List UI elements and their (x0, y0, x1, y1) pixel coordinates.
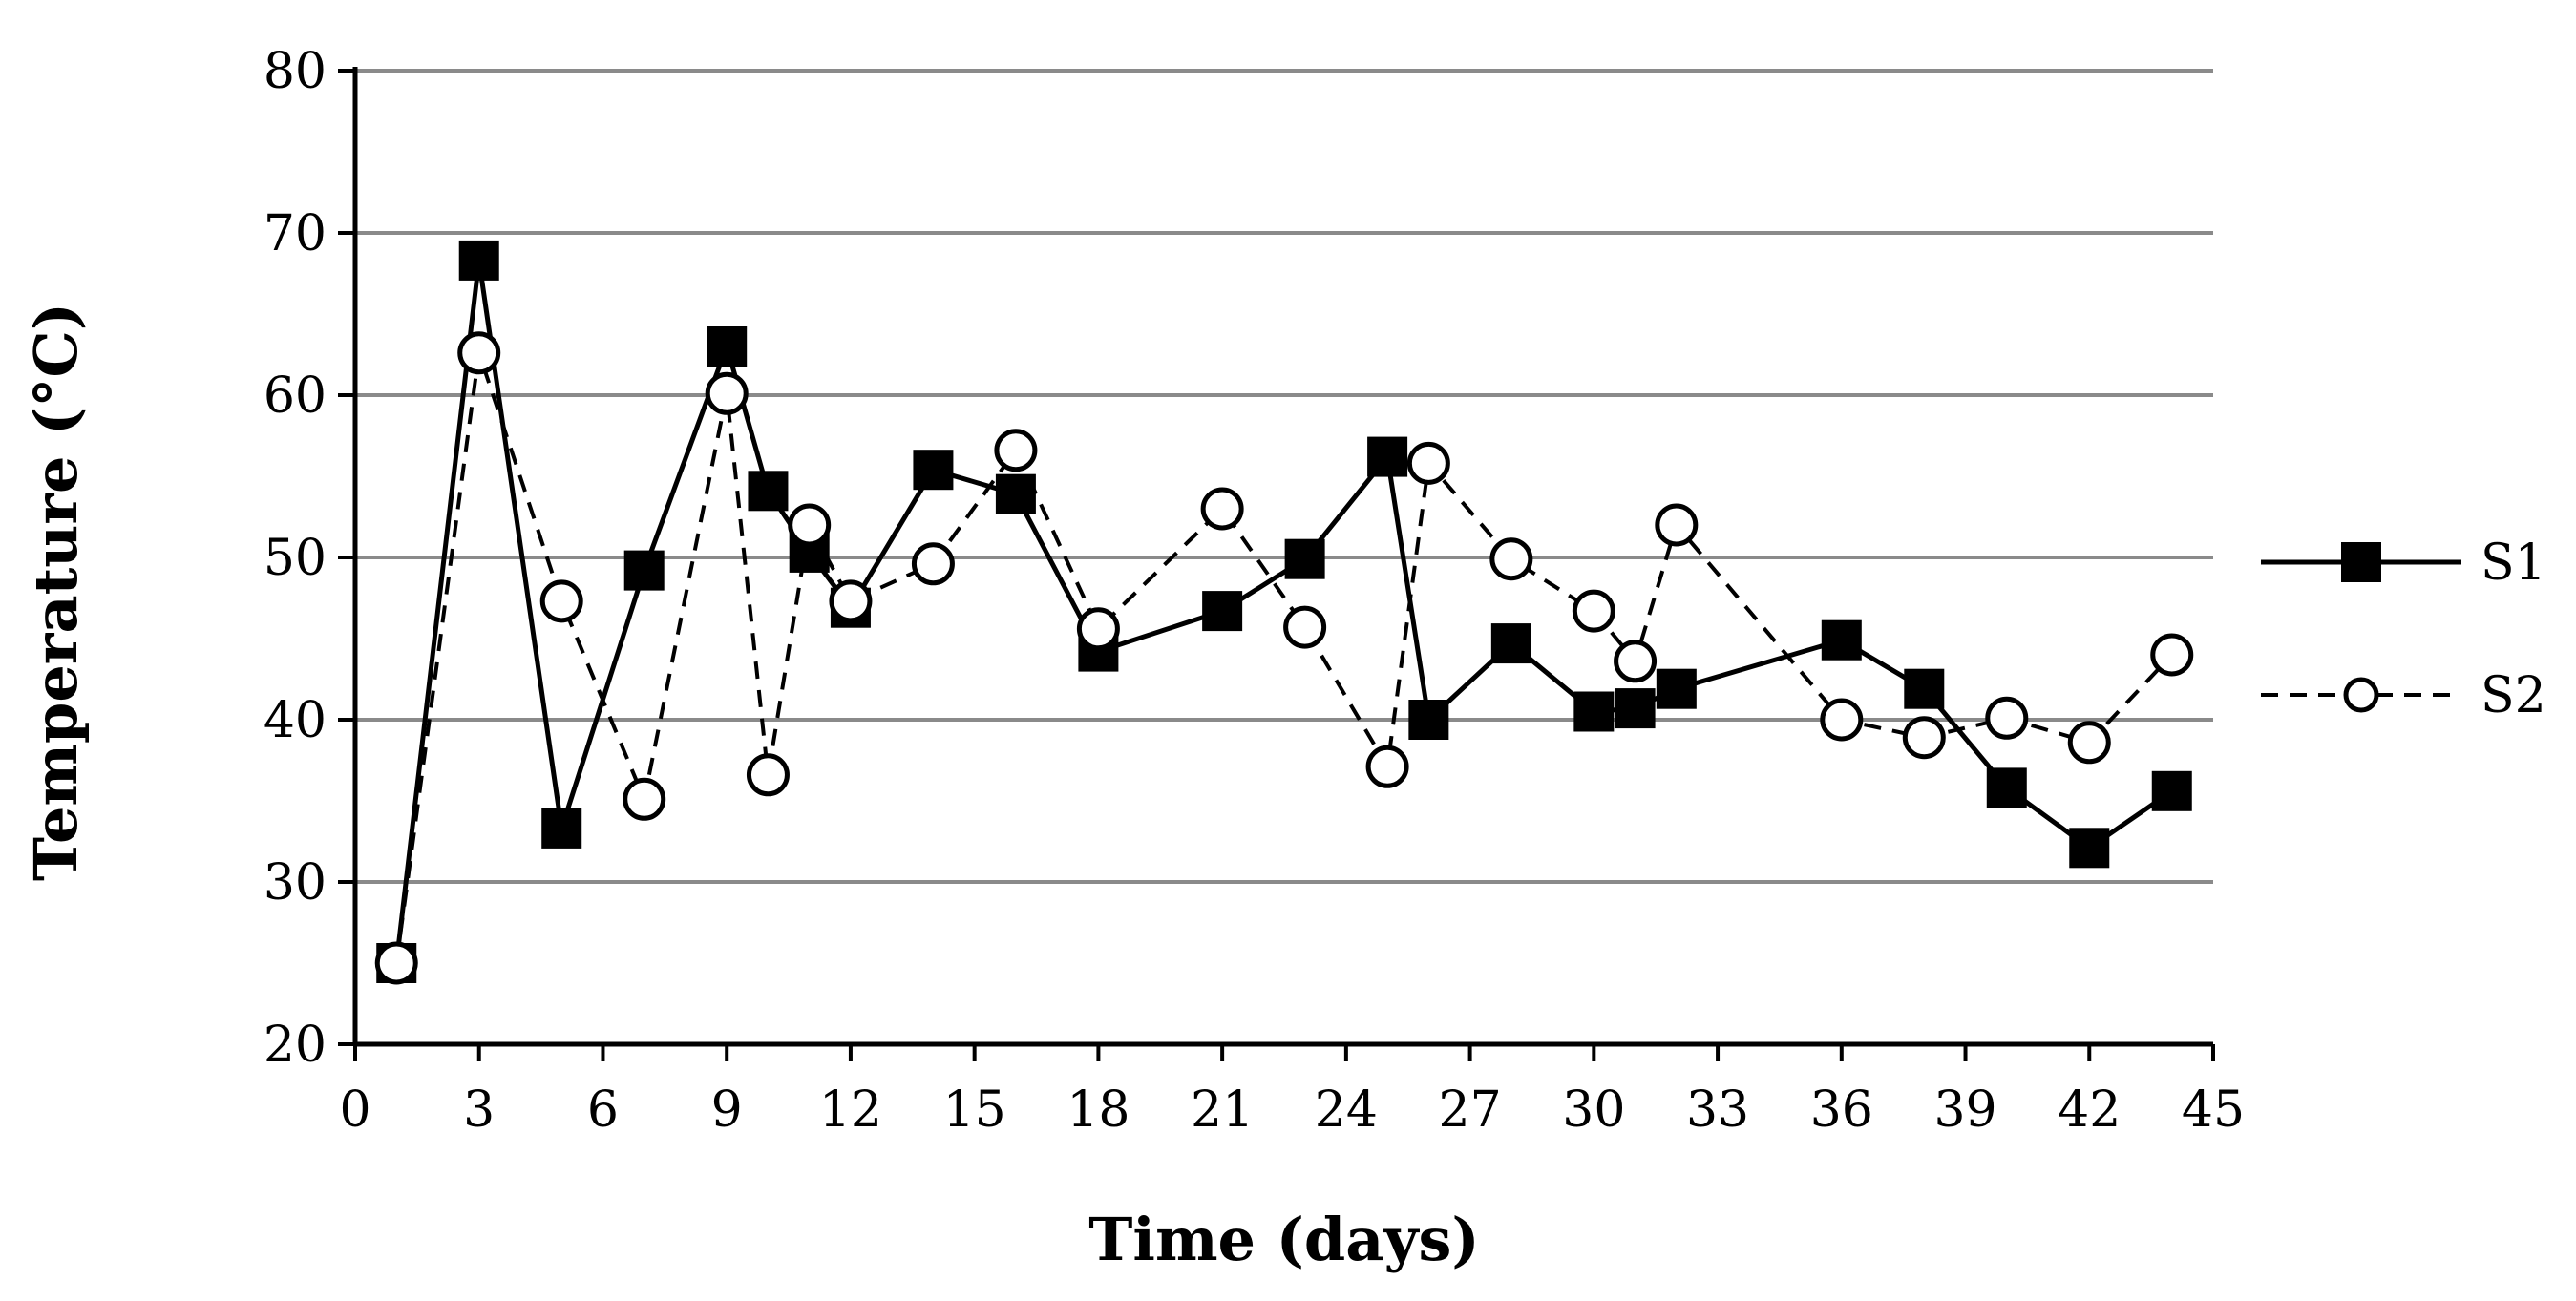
data-point-s1 (913, 450, 954, 491)
x-tick-label: 45 (2182, 1081, 2245, 1139)
data-point-s1 (2151, 770, 2192, 811)
y-tick-label: 50 (264, 530, 327, 587)
y-tick-label: 30 (264, 854, 327, 912)
data-point-s1 (1367, 436, 1408, 477)
data-point-s1 (1202, 591, 1243, 632)
x-tick-label: 39 (1933, 1081, 1996, 1139)
y-tick-label: 80 (264, 43, 327, 100)
x-tick-label: 0 (339, 1081, 370, 1139)
legend-label-s2: S2 (2481, 667, 2546, 724)
legend: S1 S2 (2261, 535, 2546, 724)
data-point-s1 (458, 240, 499, 281)
x-tick-label: 30 (1562, 1081, 1625, 1139)
data-point-s1 (748, 471, 789, 512)
data-point-s1 (623, 550, 665, 591)
x-tick-label: 6 (587, 1081, 619, 1139)
data-point-s2 (1655, 503, 1699, 547)
y-axis-title: Temperature (°C) (21, 303, 91, 881)
data-point-s2 (994, 429, 1038, 472)
x-tick-label: 18 (1066, 1081, 1130, 1139)
data-point-s1 (707, 326, 748, 367)
data-point-s1 (2069, 828, 2110, 869)
data-point-s2 (1820, 698, 1864, 742)
data-point-s2 (1572, 589, 1615, 633)
data-point-s2 (1200, 487, 1244, 531)
data-point-s2 (374, 941, 418, 985)
data-point-s2 (457, 331, 501, 375)
data-point-s1 (1986, 767, 2027, 808)
data-point-s2 (1489, 537, 1533, 581)
x-tick-label: 27 (1439, 1081, 1502, 1139)
y-tick-label: 40 (264, 692, 327, 749)
data-point-s2 (623, 777, 666, 821)
y-tick-label: 70 (264, 205, 327, 262)
series (374, 240, 2194, 985)
x-tick-label: 24 (1315, 1081, 1378, 1139)
x-tick-label: 15 (943, 1081, 1006, 1139)
data-point-s2 (1614, 640, 1658, 683)
data-point-s2 (788, 503, 832, 547)
data-point-s2 (705, 371, 749, 415)
x-tick-label: 36 (1810, 1081, 1873, 1139)
data-point-s2 (1406, 441, 1450, 485)
data-point-s2 (1076, 607, 1120, 651)
data-point-s2 (539, 579, 583, 623)
legend-marker-s2 (2343, 677, 2379, 713)
x-tick-label: 33 (1686, 1081, 1749, 1139)
data-point-s1 (1573, 691, 1615, 732)
series-line-s1 (393, 260, 2174, 964)
y-tick-label: 60 (264, 367, 327, 425)
x-axis-title: Time (days) (1088, 1205, 1479, 1274)
x-tick-label: 21 (1191, 1081, 1254, 1139)
data-point-s2 (1365, 745, 1409, 788)
y-tick-label: 20 (264, 1017, 327, 1074)
x-tick-label: 12 (819, 1081, 882, 1139)
data-point-s2 (829, 579, 873, 623)
x-tick-label: 9 (711, 1081, 743, 1139)
data-point-s2 (746, 753, 790, 797)
data-point-s1 (541, 808, 582, 849)
series-line-s2 (394, 352, 2174, 964)
data-point-s1 (1656, 668, 1697, 709)
data-point-s2 (1902, 716, 1946, 760)
legend-marker-s1 (2341, 542, 2381, 582)
data-point-s1 (995, 473, 1036, 514)
x-tick-label: 42 (2058, 1081, 2121, 1139)
data-point-s1 (1904, 668, 1945, 709)
data-point-s1 (1284, 538, 1325, 579)
data-point-s1 (1821, 619, 1862, 661)
data-point-s2 (2150, 633, 2194, 677)
x-tick-label: 3 (463, 1081, 495, 1139)
data-point-s1 (1408, 700, 1449, 740)
data-point-s1 (1490, 623, 1531, 664)
grid-lines (355, 69, 2213, 884)
data-point-s2 (2067, 721, 2111, 765)
data-point-s2 (1985, 696, 2029, 740)
data-point-s2 (911, 542, 955, 586)
data-point-s2 (1283, 605, 1327, 649)
data-point-s1 (1615, 688, 1656, 729)
legend-label-s1: S1 (2481, 535, 2546, 592)
